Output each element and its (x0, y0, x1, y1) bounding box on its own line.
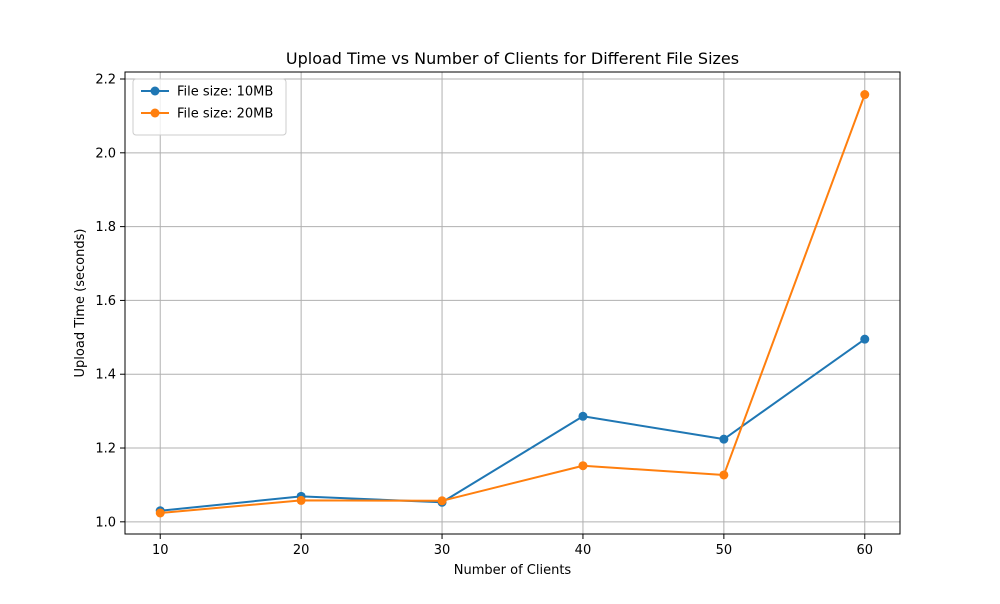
data-point (860, 90, 870, 100)
series-line (160, 338, 866, 512)
data-point (155, 508, 165, 518)
grid-lines (125, 72, 900, 534)
series-line (160, 94, 866, 514)
x-axis-label: Number of Clients (454, 563, 572, 578)
axis-ticks: 10 20 30 40 50 60 1.0 1.2 1.4 1.6 1.8 2.0 2.2 (95, 73, 873, 558)
y-tick-label: 2.2 (95, 73, 116, 88)
x-tick-label: 10 (152, 543, 169, 558)
y-tick-label: 1.2 (95, 442, 116, 457)
data-point (296, 495, 306, 505)
y-tick-label: 1.6 (95, 294, 116, 309)
data-point (437, 496, 447, 506)
legend-label: File size: 10MB (177, 85, 273, 100)
series-2 (155, 90, 870, 518)
y-axis-label: Upload Time (seconds) (73, 229, 88, 378)
x-tick-label: 50 (716, 543, 733, 558)
x-tick-label: 40 (575, 543, 592, 558)
data-point (719, 434, 729, 444)
y-tick-label: 1.8 (95, 220, 116, 235)
legend-item: File size: 10MB (141, 85, 273, 100)
data-point (578, 461, 588, 471)
chart-title: Upload Time vs Number of Clients for Dif… (286, 49, 739, 68)
legend-marker (150, 108, 160, 118)
legend-label: File size: 20MB (177, 107, 273, 122)
legend-marker (150, 86, 160, 96)
x-tick-label: 30 (434, 543, 451, 558)
data-point (860, 334, 870, 344)
legend-item: File size: 20MB (141, 107, 273, 122)
legend: File size: 10MB File size: 20MB (132, 78, 287, 136)
legend-box (132, 78, 287, 136)
x-tick-label: 20 (293, 543, 310, 558)
y-tick-label: 1.4 (95, 368, 116, 383)
plot-area-frame (124, 71, 901, 535)
data-point (578, 411, 588, 421)
series-group (155, 90, 870, 518)
y-tick-label: 1.0 (95, 515, 116, 530)
data-point (719, 470, 729, 480)
y-tick-label: 2.0 (95, 146, 116, 161)
x-tick-label: 60 (856, 543, 873, 558)
